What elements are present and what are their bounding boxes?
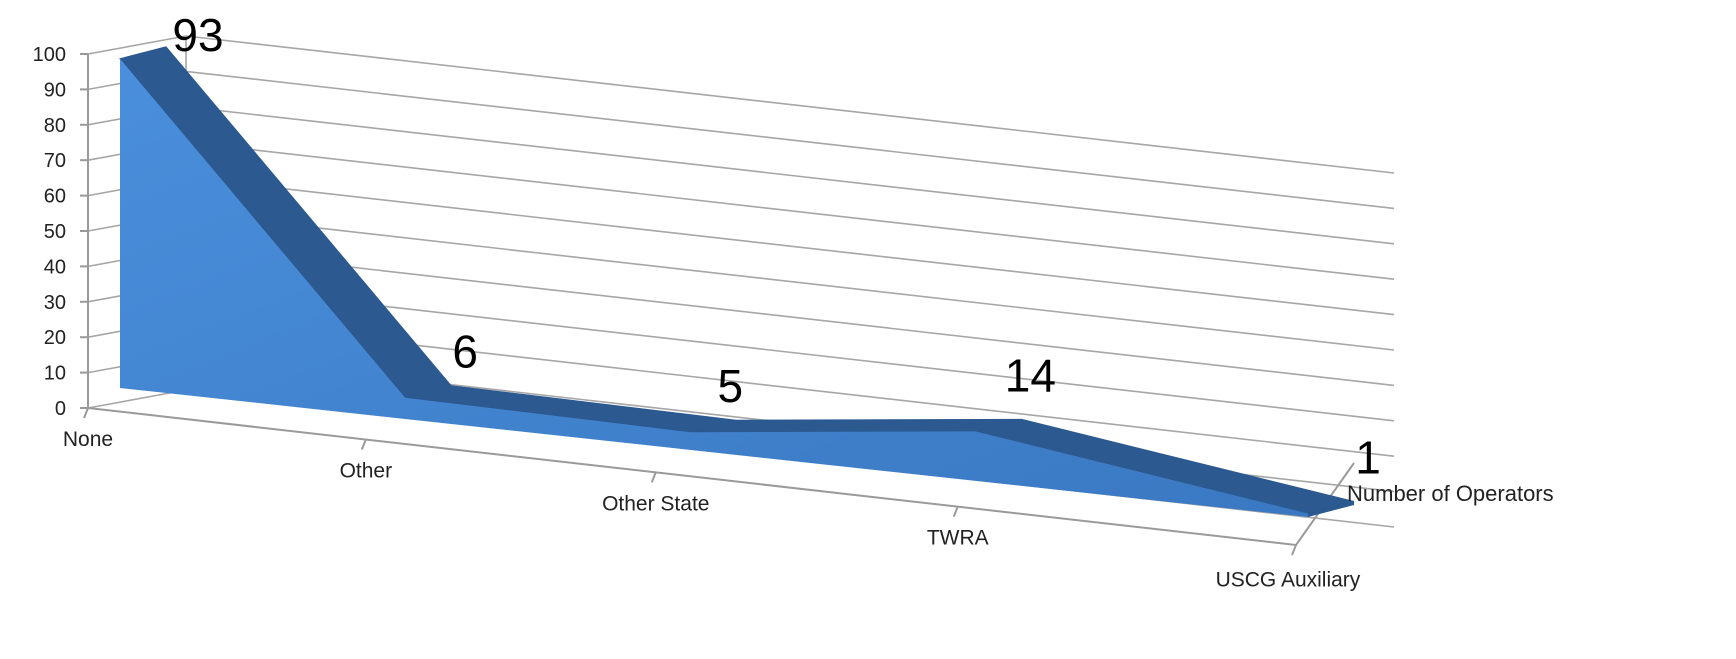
x-tick [952, 506, 959, 518]
y-tick-label: 30 [44, 292, 66, 314]
category-label: TWRA [927, 527, 989, 550]
area-top-segment [690, 418, 1022, 433]
series-label: Number of Operators [1347, 481, 1554, 506]
data-label: 14 [1005, 349, 1056, 401]
y-tick-label: 40 [44, 256, 66, 278]
y-tick-label: 80 [44, 115, 66, 137]
x-tick [360, 439, 367, 450]
y-tick-label: 20 [44, 327, 66, 349]
axes [80, 53, 1355, 556]
x-tick [650, 472, 657, 483]
y-tick-label: 10 [44, 363, 66, 385]
data-label: 6 [452, 326, 478, 378]
y-tick-label: 0 [55, 398, 66, 420]
data-label: 5 [717, 360, 743, 412]
y-tick-label: 70 [44, 150, 66, 172]
gridline [87, 35, 1395, 174]
x-tick [1291, 544, 1297, 556]
data-label: 93 [172, 9, 223, 61]
category-label: USCG Auxiliary [1216, 568, 1361, 591]
y-tick-label: 90 [44, 79, 66, 101]
x-axis [87, 407, 1297, 546]
labels: 0 10 20 30 40 50 60 70 80 90 100 None Other Other Sta… [33, 9, 1554, 592]
data-label: 1 [1355, 431, 1381, 483]
y-tick-label: 50 [44, 221, 66, 243]
category-label: Other [340, 460, 393, 483]
y-tick-label: 100 [33, 44, 66, 66]
category-label: None [63, 428, 113, 451]
area-end-cap [1308, 501, 1354, 517]
area-front-face [120, 58, 1308, 517]
y-tick-label: 60 [44, 186, 66, 208]
series-area [119, 46, 1355, 517]
category-label: Other State [602, 492, 709, 515]
x-tick [83, 407, 89, 419]
